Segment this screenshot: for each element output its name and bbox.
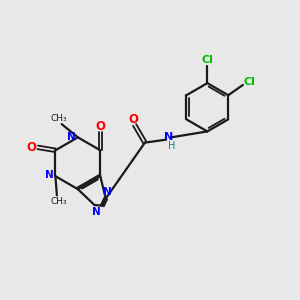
Text: Cl: Cl [201,55,213,64]
Text: O: O [128,112,138,126]
Text: N: N [103,187,112,197]
Text: Cl: Cl [244,77,255,87]
Text: N: N [67,132,76,142]
Text: CH₃: CH₃ [50,197,67,206]
Text: H: H [168,141,175,151]
Text: O: O [26,141,36,154]
Text: N: N [45,170,53,180]
Text: CH₃: CH₃ [51,114,68,123]
Text: N: N [164,132,174,142]
Text: N: N [92,206,101,217]
Text: O: O [95,120,105,133]
